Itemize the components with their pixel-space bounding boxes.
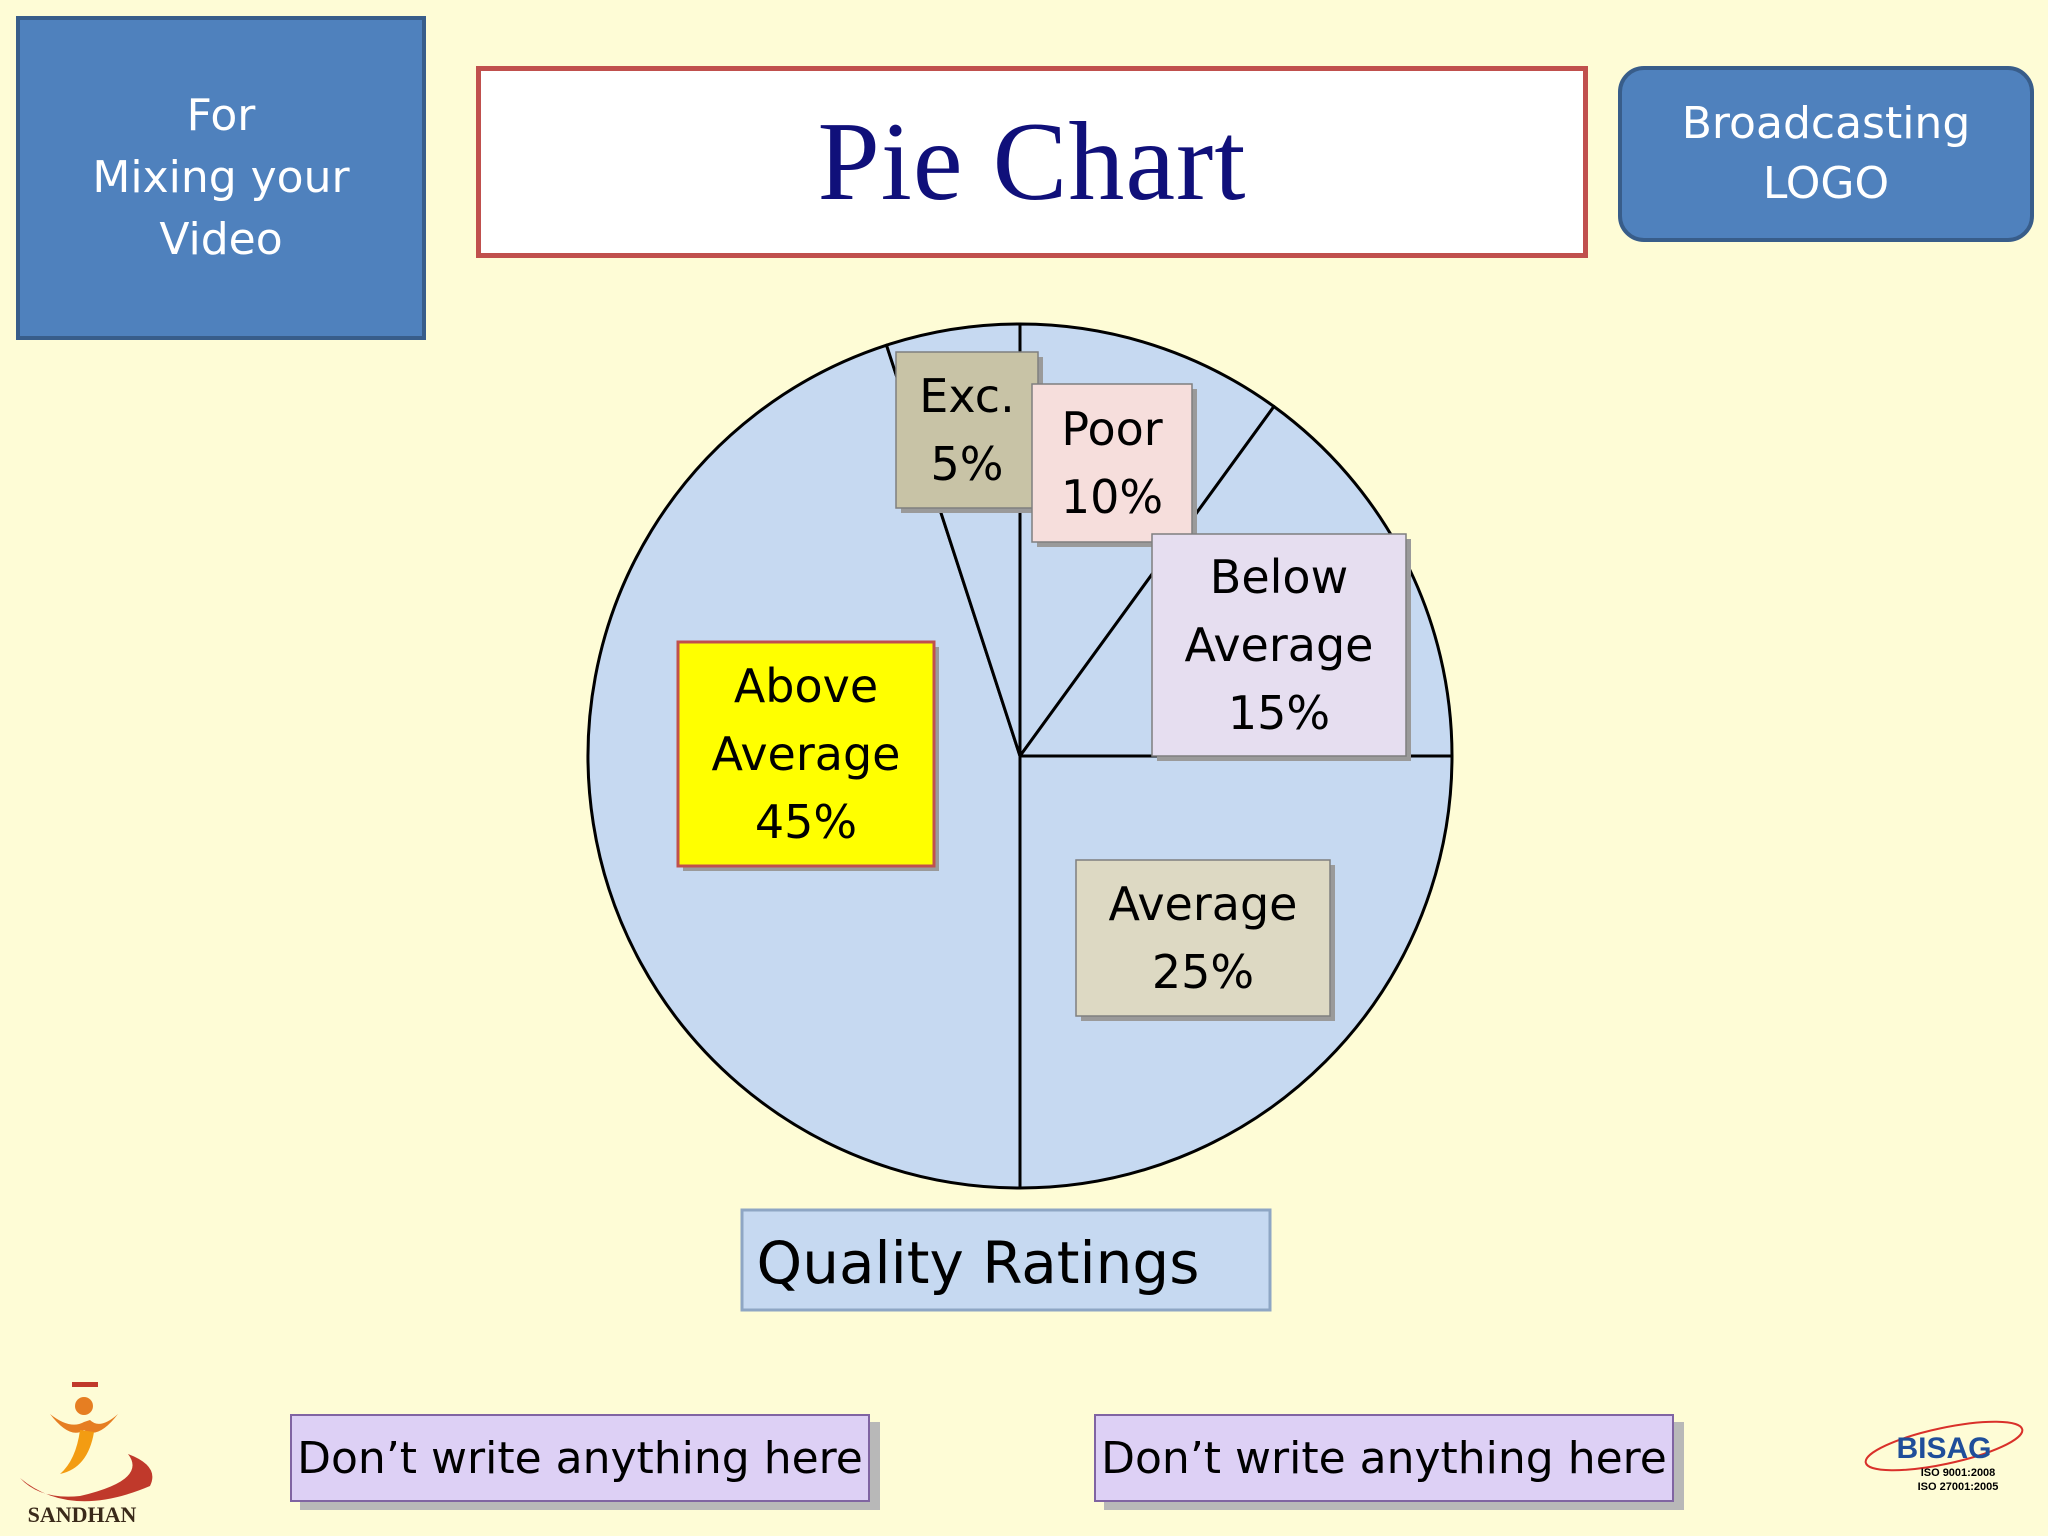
- slice-label-text: 15%: [1228, 686, 1330, 740]
- slice-label-text: Exc.: [919, 369, 1014, 423]
- chart-caption: Quality Ratings: [740, 1208, 1272, 1312]
- slice-label-text: 25%: [1152, 945, 1254, 999]
- slice-label-text: Average: [712, 727, 901, 781]
- page-title: Pie Chart: [817, 99, 1247, 224]
- bisag-wordmark: BISAG: [1896, 1432, 1991, 1465]
- logo-line-2: LOGO: [1762, 158, 1890, 209]
- slice-label-text: 10%: [1061, 470, 1163, 524]
- bisag-iso-1: ISO 9001:2008: [1921, 1467, 1996, 1479]
- footer-note-left: Don’t write anything here: [290, 1414, 870, 1502]
- slice-label-box: [1151, 533, 1407, 757]
- footer-note-right: Don’t write anything here: [1094, 1414, 1674, 1502]
- bisag-logo: BISAG ISO 9001:2008 ISO 27001:2005: [1864, 1420, 2024, 1493]
- broadcasting-logo-box: Broadcasting LOGO: [1618, 66, 2034, 242]
- mix-line-1: For: [186, 90, 256, 141]
- pie-labels: Exc. 5% Poor 10% Below Average 15% Average 25% Ab…: [676, 351, 1411, 1021]
- slice-label-below-average: Below Average 15%: [1151, 533, 1411, 761]
- chart-title: Quality Ratings: [757, 1229, 1200, 1297]
- sandhan-logo: SANDHAN: [20, 1382, 153, 1527]
- slice-label-text: Average: [1109, 877, 1298, 931]
- slice-label-text: Poor: [1061, 402, 1162, 456]
- sandhan-wordmark: SANDHAN: [28, 1502, 137, 1527]
- footer-note-right-text: Don’t write anything here: [1101, 1432, 1667, 1484]
- logo-line-1: Broadcasting: [1681, 98, 1971, 149]
- slice-label-box: [895, 351, 1039, 509]
- slice-label-text: Above: [734, 659, 878, 713]
- video-mixing-box: For Mixing your Video: [16, 16, 426, 340]
- slice-label-text: 45%: [755, 795, 857, 849]
- slice-label-text: Below: [1210, 550, 1348, 604]
- slice-label-text: Average: [1185, 618, 1374, 672]
- mix-line-3: Video: [159, 214, 283, 265]
- footer-note-left-text: Don’t write anything here: [297, 1432, 863, 1484]
- title-box: Pie Chart: [476, 66, 1588, 258]
- slice-label-exc: Exc. 5%: [895, 351, 1043, 513]
- slice-label-poor: Poor 10%: [1031, 383, 1197, 547]
- slice-label-text: 5%: [931, 437, 1004, 491]
- slice-label-box: [1031, 383, 1193, 543]
- pie-chart: Exc. 5% Poor 10% Below Average 15% Average 25% Ab…: [586, 322, 1454, 1312]
- slice-label-above-average: Above Average 45%: [676, 640, 939, 871]
- slice-label-box: [1075, 859, 1331, 1017]
- slice-label-box: [676, 640, 936, 868]
- mix-line-2: Mixing your: [92, 152, 350, 203]
- slice-label-average: Average 25%: [1075, 859, 1335, 1021]
- caption-box: [740, 1208, 1272, 1312]
- bisag-iso-2: ISO 27001:2005: [1918, 1481, 1999, 1493]
